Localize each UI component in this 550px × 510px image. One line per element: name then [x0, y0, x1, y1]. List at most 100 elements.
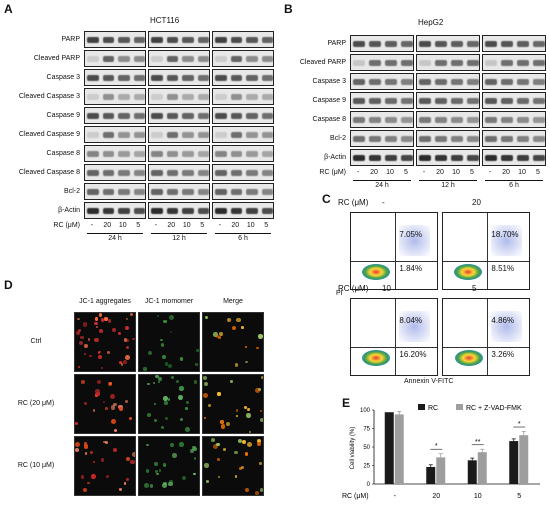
blot-band	[385, 79, 397, 86]
y-axis-label: Cell viability (%)	[350, 427, 356, 470]
blot-band	[118, 113, 130, 120]
blot-strip	[482, 149, 546, 166]
blot-strip	[350, 149, 414, 166]
blot-band	[261, 208, 273, 215]
cell-dot	[118, 487, 123, 492]
cell-dot	[220, 420, 224, 425]
panel-b-cell-line: HepG2	[418, 18, 444, 27]
cell-dot	[167, 363, 172, 368]
blot-band	[197, 189, 209, 196]
cell-dot	[241, 326, 244, 329]
blot-band	[435, 136, 447, 143]
blot-band	[261, 113, 273, 120]
cell-dot	[81, 475, 85, 479]
micrograph	[202, 374, 264, 434]
cell-dot	[153, 418, 157, 423]
cell-dot	[84, 444, 89, 449]
time-bracket	[151, 233, 207, 234]
blot-strip	[482, 92, 546, 109]
lane-label: 5	[404, 169, 408, 176]
blot-band	[246, 151, 258, 158]
rc-label: RC (μM)	[319, 169, 346, 176]
blot-row-label: Caspase 3	[312, 77, 346, 85]
legend-label: RC + Z-VAD-FMK	[466, 405, 522, 412]
blot-band	[151, 37, 163, 44]
cell-dot	[107, 319, 111, 323]
blot-strip	[148, 145, 210, 162]
blot-band	[246, 170, 258, 177]
blot-row-label: Cleaved Caspase 9	[18, 130, 80, 138]
blot-band	[118, 208, 130, 215]
cell-dot	[97, 379, 102, 384]
panel-label-d: D	[4, 278, 13, 292]
blot-band	[151, 56, 163, 63]
blot-band	[517, 41, 529, 48]
blot-strip	[84, 69, 146, 86]
blot-band	[467, 79, 479, 86]
blot-band	[246, 75, 258, 82]
blot-band	[151, 170, 163, 177]
blot-band	[87, 56, 99, 63]
blot-band	[485, 155, 497, 162]
micrograph	[202, 312, 264, 372]
cell-dot	[192, 472, 196, 476]
blot-strip	[416, 54, 480, 71]
cell-dot	[246, 413, 251, 418]
cell-dot	[208, 404, 212, 408]
blot-band	[151, 132, 163, 139]
blot-band	[401, 155, 413, 162]
cell-dot	[104, 441, 108, 445]
lane-label: 20	[231, 222, 240, 229]
cell-dot	[164, 400, 168, 405]
cell-dot	[163, 396, 168, 402]
lane-label: 10	[182, 222, 191, 229]
cell-dot	[100, 318, 105, 322]
blot-strip	[84, 50, 146, 67]
cell-dot	[128, 417, 132, 421]
bar	[477, 452, 487, 484]
cell-dot	[143, 483, 149, 489]
blot-band	[401, 41, 413, 48]
cell-dot	[76, 331, 81, 335]
blot-strip	[416, 73, 480, 90]
cell-dot	[123, 360, 127, 364]
blot-band	[261, 56, 273, 63]
blot-band	[353, 136, 365, 143]
cell-dot	[83, 352, 87, 355]
cell-dot	[125, 477, 129, 481]
blot-band	[118, 56, 130, 63]
blot-band	[87, 170, 99, 177]
blot-band	[533, 60, 545, 67]
cell-dot	[205, 479, 209, 483]
blot-strip	[148, 107, 210, 124]
blot-band	[87, 37, 99, 44]
cell-dot	[177, 395, 183, 400]
blot-band	[385, 60, 397, 67]
rc-label: 5	[472, 284, 477, 293]
cell-dot	[91, 474, 96, 479]
blot-band	[401, 60, 413, 67]
cell-dot	[215, 442, 220, 447]
cell-dot	[95, 317, 99, 321]
blot-band	[87, 75, 99, 82]
blot-band	[501, 136, 513, 143]
blot-band	[435, 41, 447, 48]
blot-band	[246, 113, 258, 120]
cell-dot	[169, 330, 173, 334]
cell-dot	[153, 461, 158, 466]
rc-label: RC (μM)	[53, 222, 80, 229]
cell-dot	[246, 407, 251, 412]
blot-band	[215, 75, 227, 82]
blot-band	[451, 79, 463, 86]
cell-dot	[164, 362, 169, 366]
blot-strip	[84, 31, 146, 48]
blot-row-label: β-Actin	[324, 153, 346, 161]
blot-band	[230, 56, 242, 63]
blot-row-label: PARP	[327, 39, 346, 47]
blot-band	[261, 189, 273, 196]
blot-band	[419, 98, 431, 105]
blot-band	[230, 75, 242, 82]
blot-strip	[84, 183, 146, 200]
cell-dot	[170, 442, 175, 447]
blot-band	[102, 170, 114, 177]
